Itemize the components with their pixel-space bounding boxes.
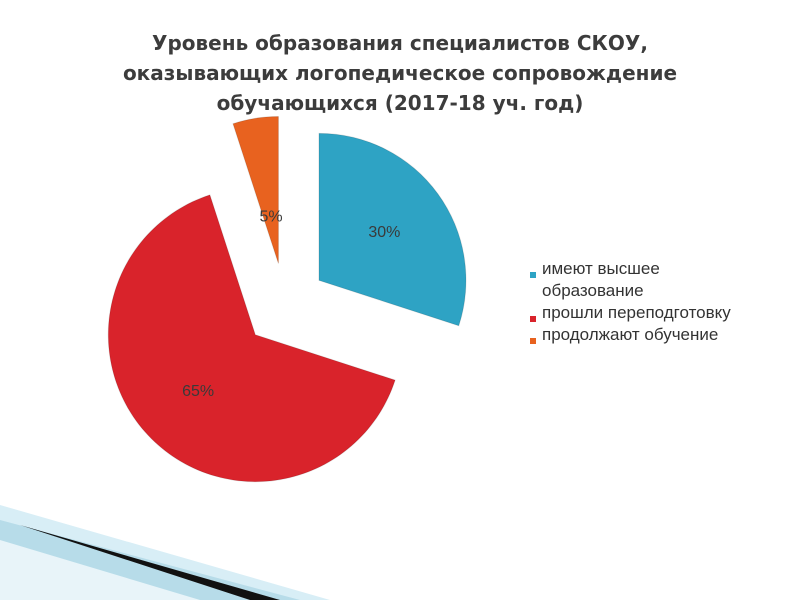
data-label: 65% (182, 383, 214, 400)
legend-item: прошли переподготовку (530, 302, 760, 324)
legend-item: продолжают обучение (530, 324, 760, 346)
legend: имеют высшее образование прошли переподго… (530, 258, 760, 346)
chart-title: Уровень образования специалистов СКОУ, о… (122, 31, 678, 115)
legend-swatch (530, 272, 536, 278)
legend-label: продолжают обучение (542, 325, 719, 344)
legend-label: имеют высшее образование (542, 259, 660, 300)
data-label: 5% (260, 208, 283, 225)
data-label: 30% (368, 224, 400, 241)
decoration (0, 505, 330, 600)
legend-swatch (530, 316, 536, 322)
legend-label: прошли переподготовку (542, 303, 731, 322)
pie-slice (318, 132, 467, 327)
legend-item: имеют высшее образование (530, 258, 760, 302)
pie-slice (107, 194, 396, 483)
legend-swatch (530, 338, 536, 344)
pie-slice (232, 116, 279, 264)
